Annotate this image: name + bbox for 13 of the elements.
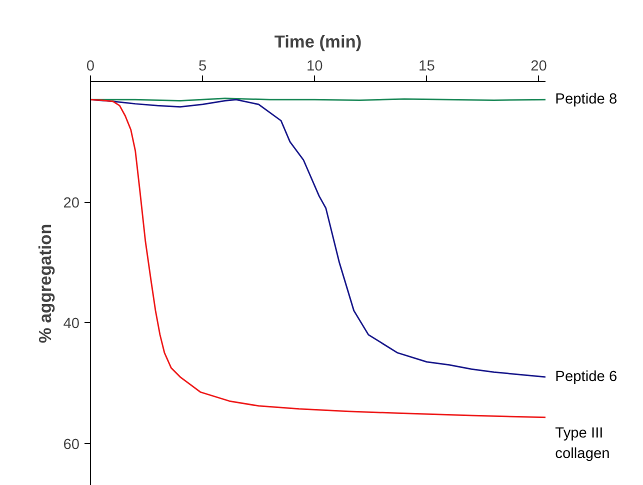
x-tick-label: 15 xyxy=(418,58,435,74)
x-tick-label: 0 xyxy=(86,58,95,74)
series-label: Peptide 8 xyxy=(555,92,618,108)
y-tick-label: 40 xyxy=(63,316,80,332)
series-label: Peptide 6 xyxy=(555,368,618,385)
x-axis-title: Time (min) xyxy=(274,32,362,52)
y-tick-label: 20 xyxy=(63,196,80,212)
x-tick-label: 5 xyxy=(198,58,207,74)
y-tick-label: 60 xyxy=(63,436,80,453)
series-label: Type III collagen xyxy=(555,425,610,462)
y-axis-title: % aggregation xyxy=(35,224,56,344)
x-tick-label: 20 xyxy=(530,58,547,74)
x-tick-label: 10 xyxy=(306,58,323,74)
